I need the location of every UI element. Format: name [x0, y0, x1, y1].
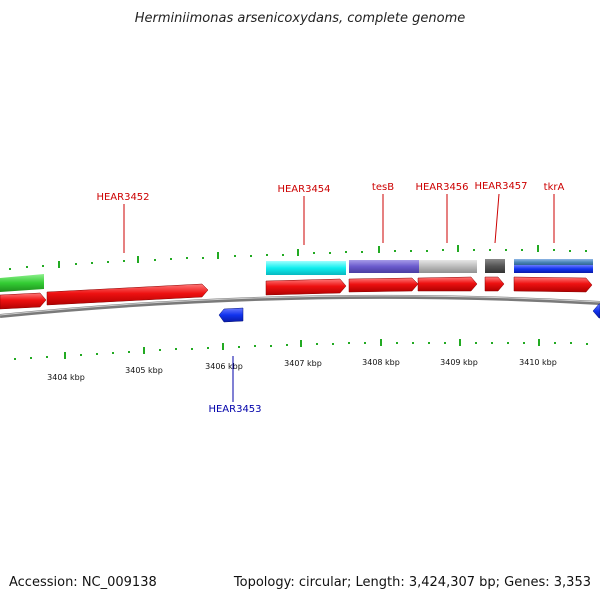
- gene-label-hear3457[interactable]: HEAR3457: [474, 181, 527, 192]
- gene-arrow-tesb[interactable]: [348, 277, 419, 293]
- scale-label-3407: 3407 kbp: [284, 359, 322, 368]
- gene-arrow-tkra[interactable]: [513, 276, 593, 293]
- forward-genes: [0, 276, 593, 310]
- feature-bar-cyan[interactable]: [266, 261, 346, 275]
- scale-label-3405: 3405 kbp: [125, 366, 163, 375]
- accession-text: Accession: NC_009138: [9, 575, 157, 590]
- scale-label-3410: 3410 kbp: [519, 358, 557, 367]
- feature-bar-steelblue[interactable]: [514, 259, 593, 266]
- feature-bar-blue[interactable]: [514, 265, 593, 273]
- inner-scale-ticks: [14, 339, 588, 360]
- gene-label-tesb[interactable]: tesB: [372, 182, 394, 193]
- gene-arrow-hear3457[interactable]: [484, 276, 505, 292]
- outer-scale-ticks: [9, 245, 587, 270]
- feature-bar-darkgray[interactable]: [485, 259, 505, 273]
- gene-arrow-left-edge[interactable]: [0, 292, 47, 310]
- feature-bars-row: [0, 259, 593, 292]
- feature-bar-green[interactable]: [0, 274, 44, 292]
- scale-label-3408: 3408 kbp: [362, 358, 400, 367]
- reverse-genes: [218, 303, 600, 323]
- gene-label-tkra[interactable]: tkrA: [544, 182, 565, 193]
- genome-backbone: [0, 294, 600, 318]
- gene-label-hear3454[interactable]: HEAR3454: [277, 184, 330, 195]
- map-title: Herminiimonas arsenicoxydans, complete g…: [134, 11, 466, 26]
- gene-arrow-hear3454[interactable]: [265, 278, 347, 296]
- scale-label-3406: 3406 kbp: [205, 362, 243, 371]
- gene-label-hear3456[interactable]: HEAR3456: [415, 182, 468, 193]
- gene-arrow-hear3452[interactable]: [46, 283, 209, 306]
- scale-label-3404: 3404 kbp: [47, 373, 85, 382]
- genome-backbone-highlight: [0, 295, 600, 316]
- feature-bar-purple[interactable]: [349, 260, 419, 273]
- gene-label-hear3452[interactable]: HEAR3452: [96, 192, 149, 203]
- genome-summary-text: Topology: circular; Length: 3,424,307 bp…: [233, 575, 591, 590]
- gene-arrow-hear3456[interactable]: [417, 276, 478, 292]
- gene-label-hear3453[interactable]: HEAR3453: [208, 404, 261, 415]
- feature-bar-gray[interactable]: [419, 260, 477, 273]
- gene-arrow-right-edge[interactable]: [592, 303, 600, 319]
- label-leaders: [123, 193, 555, 402]
- leader-hear3457: [494, 193, 500, 244]
- gene-arrow-hear3453[interactable]: [218, 307, 244, 323]
- scale-label-3409: 3409 kbp: [440, 358, 478, 367]
